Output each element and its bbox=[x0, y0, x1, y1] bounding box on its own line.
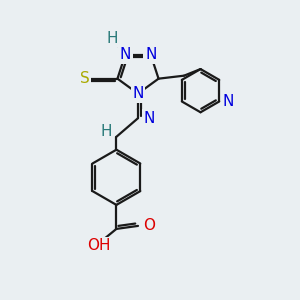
Text: O: O bbox=[143, 218, 155, 233]
Text: N: N bbox=[132, 86, 144, 101]
Text: H: H bbox=[106, 31, 118, 46]
Text: N: N bbox=[120, 47, 131, 62]
Text: N: N bbox=[145, 47, 156, 62]
Text: N: N bbox=[143, 111, 155, 126]
Text: H: H bbox=[100, 124, 112, 139]
Text: N: N bbox=[223, 94, 234, 109]
Text: S: S bbox=[80, 71, 89, 86]
Text: OH: OH bbox=[87, 238, 110, 253]
